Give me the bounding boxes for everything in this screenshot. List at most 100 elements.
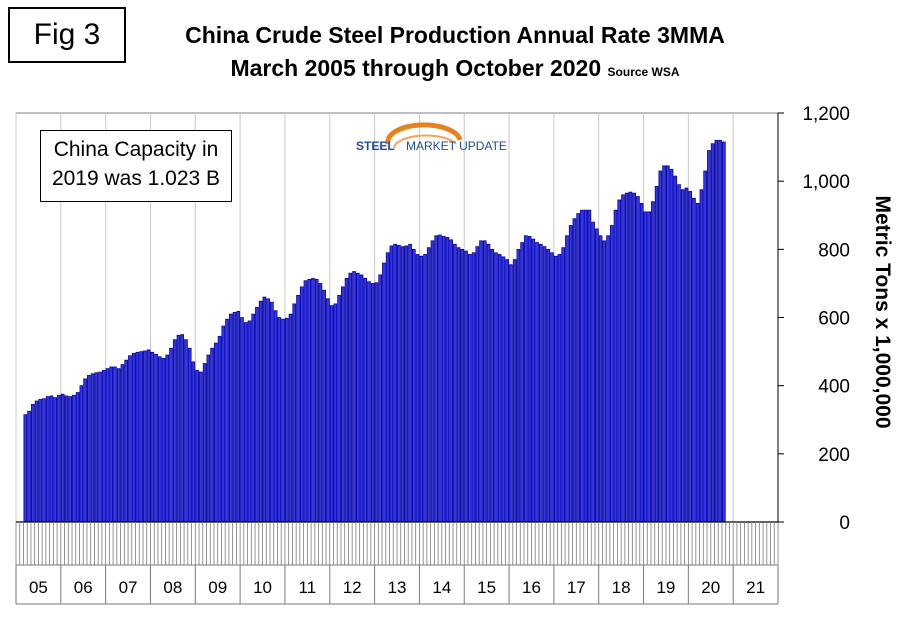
bar: [718, 139, 722, 523]
bar: [501, 256, 506, 523]
bar: [677, 184, 681, 523]
bar: [143, 350, 147, 523]
bar: [512, 259, 517, 523]
bar: [116, 368, 121, 523]
bar: [490, 248, 495, 523]
bar: [370, 283, 375, 523]
bar: [628, 191, 633, 523]
y-tick-label: 1,000: [802, 172, 850, 193]
bar: [311, 277, 315, 523]
bar: [131, 352, 136, 523]
bar: [124, 359, 129, 523]
bar: [497, 254, 502, 523]
bar: [180, 334, 185, 523]
bar: [591, 221, 595, 523]
x-tick-label: 18: [612, 578, 631, 597]
x-tick-label: 09: [208, 578, 227, 597]
bar: [30, 404, 35, 523]
bar: [23, 414, 28, 523]
bar: [482, 240, 487, 523]
x-tick-label: 13: [388, 578, 407, 597]
bar: [251, 313, 256, 523]
x-tick-label: 07: [119, 578, 138, 597]
x-tick-label: 12: [343, 578, 362, 597]
bar: [206, 354, 211, 523]
bar: [195, 369, 199, 523]
logo-word2: MARKET UPDATE: [406, 139, 507, 153]
y-tick-label: 800: [818, 240, 850, 261]
bar: [60, 393, 65, 523]
chart-subtitle: March 2005 through October 2020 Source W…: [130, 55, 780, 82]
logo-word1: STEEL: [356, 139, 395, 153]
bar: [172, 339, 177, 523]
bar: [561, 247, 566, 523]
bar: [654, 185, 659, 523]
bar: [520, 242, 524, 523]
bar: [255, 306, 259, 523]
bar: [53, 397, 58, 523]
bar: [393, 243, 397, 523]
y-tick-labels: 0 200 400 600 800 1,000 1,200: [802, 104, 850, 534]
bar: [146, 349, 151, 523]
bar: [680, 189, 685, 523]
bar: [531, 238, 536, 523]
bar: [419, 255, 424, 523]
x-tick-label: 08: [163, 578, 182, 597]
bar: [64, 395, 69, 523]
bar: [516, 248, 521, 523]
bar: [169, 347, 173, 523]
bar: [161, 358, 166, 523]
bar: [45, 396, 50, 523]
bar: [423, 254, 427, 523]
bar: [247, 320, 252, 523]
bar: [217, 335, 222, 523]
bar: [389, 245, 394, 523]
bar: [284, 317, 289, 523]
bar: [128, 355, 132, 523]
bar: [273, 310, 278, 523]
bar: [441, 236, 446, 523]
bar: [184, 339, 188, 523]
bar: [606, 235, 610, 523]
bar: [187, 347, 192, 523]
bar: [329, 305, 334, 523]
bar: [210, 347, 214, 523]
bar: [337, 294, 341, 523]
x-tick-label: 14: [432, 578, 451, 597]
bar: [621, 194, 625, 523]
bar: [176, 334, 181, 523]
bar: [299, 286, 304, 523]
bar: [434, 235, 439, 523]
x-tick-label: 16: [522, 578, 541, 597]
subtitle-text: March 2005 through October 2020: [230, 55, 602, 81]
bar: [240, 317, 244, 523]
bar: [281, 318, 285, 523]
bar: [322, 289, 326, 523]
bar: [367, 281, 371, 523]
bar: [359, 274, 364, 523]
bar: [580, 209, 584, 523]
bar: [587, 209, 592, 523]
bar: [288, 313, 293, 523]
bar: [42, 398, 46, 523]
bar: [613, 209, 618, 523]
bar: [408, 243, 412, 523]
bar: [707, 150, 711, 523]
bar: [374, 282, 379, 523]
x-tick-label: 06: [74, 578, 93, 597]
bar: [535, 242, 539, 523]
bar: [326, 298, 330, 523]
bar: [565, 235, 569, 523]
bar: [75, 392, 80, 523]
bar: [83, 378, 87, 523]
bar: [94, 372, 99, 523]
bar: [542, 246, 547, 523]
bar: [464, 250, 468, 523]
bar: [341, 286, 345, 523]
x-tick-labels: 05 06 07 08 09 10 11 12 13 14 15 16 17 18 19 20 21: [29, 578, 765, 597]
bar: [221, 325, 226, 523]
bar: [154, 353, 158, 523]
bar: [486, 243, 491, 523]
bar: [583, 209, 588, 523]
